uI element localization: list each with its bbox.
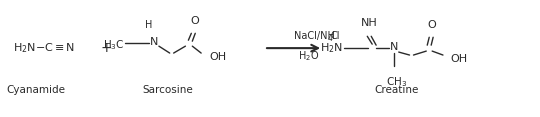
Text: OH: OH [451,54,468,64]
Text: Sarcosine: Sarcosine [143,85,193,95]
Text: +: + [101,41,113,55]
Text: O: O [428,20,436,30]
Text: NaCl/NH: NaCl/NH [294,31,334,41]
Text: O: O [190,16,199,26]
Text: $\mathsf{H_2N{-}C{\equiv}N}$: $\mathsf{H_2N{-}C{\equiv}N}$ [14,41,76,55]
Text: N: N [390,42,398,52]
Text: NH: NH [361,18,377,28]
Text: H: H [145,20,153,30]
Text: 4: 4 [327,34,332,43]
Text: $\mathsf{CH_3}$: $\mathsf{CH_3}$ [386,75,407,89]
Text: OH: OH [209,52,226,62]
Text: $\mathsf{H_3C}$: $\mathsf{H_3C}$ [103,38,125,52]
Text: N: N [150,37,158,47]
Text: Cl: Cl [331,31,340,41]
Text: $\mathsf{H_2N}$: $\mathsf{H_2N}$ [320,41,343,55]
Text: $\mathsf{H_2O}$: $\mathsf{H_2O}$ [299,49,320,63]
Text: Creatine: Creatine [375,85,419,95]
Text: Cyanamide: Cyanamide [6,85,65,95]
